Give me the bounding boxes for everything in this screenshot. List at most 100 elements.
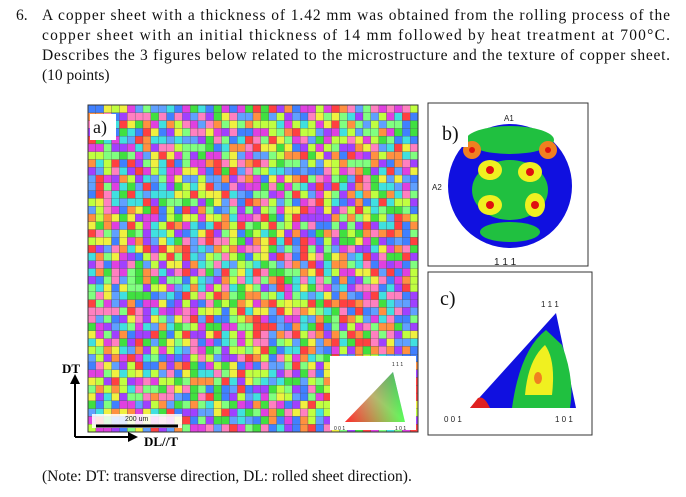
grain [307,299,317,308]
panel-label: a) [93,117,107,138]
grain [402,143,411,152]
grain [307,104,317,113]
grain [268,159,277,168]
panel-label: b) [442,123,459,145]
grain [394,260,403,269]
grain [386,135,395,145]
grain [354,174,364,184]
grain [394,244,403,254]
grain [103,167,112,176]
grain [378,112,387,121]
grain [213,424,222,433]
grain [237,252,246,261]
grain [134,260,144,269]
grain [378,229,387,238]
grain [315,315,324,324]
grain [354,143,364,152]
grain [213,268,222,277]
grain [174,369,183,378]
grain [244,353,254,363]
grain [197,206,207,215]
grain [292,276,301,285]
grain [370,182,379,191]
grain [205,369,214,378]
grain [158,112,167,121]
grain [134,128,144,137]
grain [339,167,348,176]
grain [87,369,97,378]
grain [244,143,254,152]
grain [134,229,144,238]
grain [409,237,419,246]
grain [284,260,293,269]
grain [315,424,324,433]
grain [370,244,379,254]
grain [213,112,222,121]
grain [221,299,230,308]
grain [307,190,317,199]
legend-label: 0 0 1 [334,426,345,432]
grain [213,408,222,417]
grain [158,135,167,145]
grain [260,408,269,417]
grain [237,400,246,409]
axis-label: DL//T [144,434,178,449]
grain [244,182,254,191]
contour [531,201,539,209]
grain [409,128,419,137]
grain [237,392,246,402]
grain [299,299,309,308]
grain [103,198,112,207]
grain [284,346,293,355]
contour [469,147,475,153]
grain [260,377,269,386]
grain [197,159,207,168]
grain [87,322,97,331]
grain [127,299,136,308]
grain [237,315,246,324]
grain [409,229,419,238]
grain [244,167,254,176]
grain [347,167,356,176]
grain [260,237,269,246]
grain [370,198,379,207]
grain [370,338,379,347]
grain [127,307,136,316]
grain [394,283,403,293]
arrowhead [70,374,80,384]
axis-label: DT [62,361,80,376]
grain [252,190,262,199]
grain [244,206,254,215]
grain [197,244,207,254]
grain [166,190,175,199]
grain [237,408,246,417]
grain [394,268,403,277]
grain [386,346,395,355]
grain [252,315,262,324]
grain [111,353,120,363]
grain [150,104,159,113]
grain [284,377,293,386]
grain [252,330,262,339]
contour [470,397,490,408]
grain [244,377,254,386]
grain [174,151,183,160]
grain [221,260,230,269]
pole-label: A2 [432,183,442,192]
grain [370,135,379,145]
grain [394,206,403,215]
grain [370,206,379,215]
grain [339,252,348,261]
grain [213,221,222,230]
grain [229,151,238,160]
grain [197,416,207,425]
grain [354,291,364,300]
grain [158,198,167,207]
grain [182,213,191,222]
grain [150,174,159,184]
grain [158,400,167,409]
grain [354,198,364,207]
grain [378,143,387,152]
grain [95,400,104,409]
grain [402,330,411,339]
